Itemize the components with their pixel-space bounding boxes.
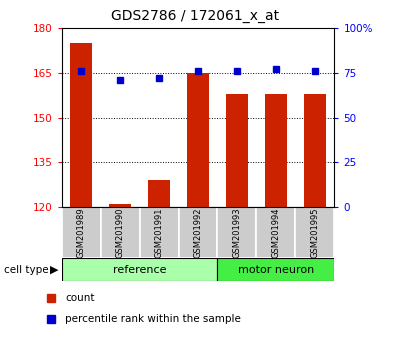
Text: GSM201994: GSM201994: [271, 207, 281, 258]
Bar: [226, 94, 248, 207]
Bar: [70, 43, 92, 207]
Bar: [101, 207, 140, 258]
Text: GDS2786 / 172061_x_at: GDS2786 / 172061_x_at: [111, 9, 279, 23]
Text: reference: reference: [113, 265, 166, 275]
Text: GSM201990: GSM201990: [115, 207, 125, 258]
Bar: [217, 258, 334, 281]
Text: cell type: cell type: [4, 265, 49, 275]
Text: GSM201995: GSM201995: [310, 207, 319, 258]
Bar: [304, 94, 326, 207]
Text: GSM201991: GSM201991: [154, 207, 164, 258]
Text: motor neuron: motor neuron: [238, 265, 314, 275]
Text: percentile rank within the sample: percentile rank within the sample: [65, 314, 241, 324]
Text: GSM201989: GSM201989: [77, 207, 86, 258]
Bar: [217, 207, 256, 258]
Text: count: count: [65, 293, 95, 303]
Bar: [256, 207, 295, 258]
Text: GSM201992: GSM201992: [193, 207, 203, 258]
Bar: [265, 94, 287, 207]
Bar: [179, 207, 217, 258]
Bar: [109, 204, 131, 207]
Bar: [148, 180, 170, 207]
Bar: [295, 207, 334, 258]
Bar: [62, 207, 101, 258]
Text: GSM201993: GSM201993: [232, 207, 242, 258]
Bar: [62, 258, 217, 281]
Bar: [140, 207, 179, 258]
Bar: [187, 73, 209, 207]
Text: ▶: ▶: [50, 265, 58, 275]
